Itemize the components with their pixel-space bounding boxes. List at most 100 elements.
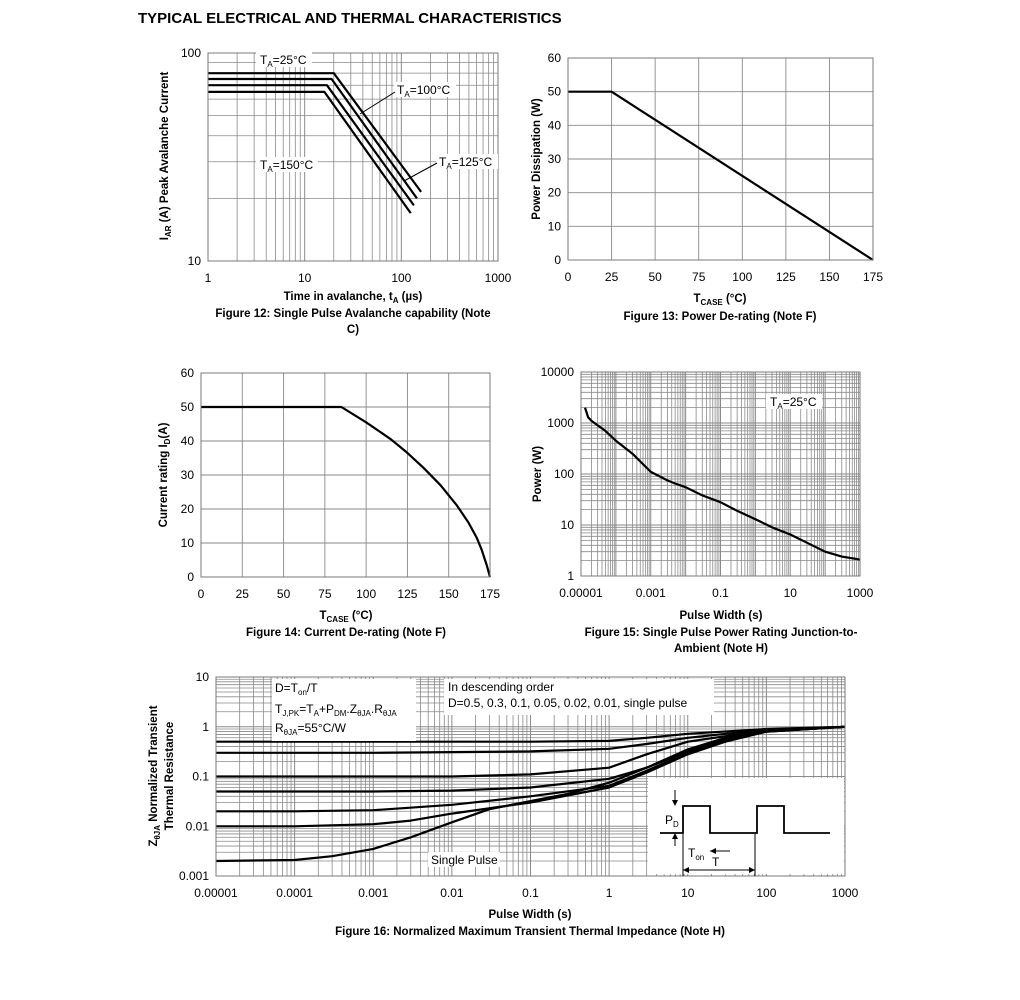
- figure-16: 0.00001 0.0001 0.001 0.01 0.1 1 10 100 1000 0.001…: [148, 670, 859, 938]
- fig15-x-tick-1: 0.001: [636, 586, 666, 600]
- fig16-x-tick-6: 10: [681, 886, 695, 900]
- figure-15: 0.00001 0.001 0.1 10 1000 1 10 100 1000 10000 TA=…: [532, 365, 874, 655]
- fig12-series-t-a-125-c: [208, 84, 415, 207]
- fig13-x-tick-5: 125: [776, 270, 796, 284]
- fig14-curves: [201, 405, 492, 578]
- fig14-y-tick-6: 60: [181, 366, 195, 380]
- svg-text:TA=125°C: TA=125°C: [439, 155, 493, 171]
- fig16-caption: Figure 16: Normalized Maximum Transient …: [335, 926, 725, 938]
- fig13-x-axis-label: TCASE (°C): [693, 293, 746, 307]
- fig12-label-ta100: TA=100°C: [359, 82, 456, 115]
- fig16-series-single-pulse: [215, 725, 846, 863]
- fig13-x-tick-2: 50: [648, 270, 662, 284]
- fig12-y-tick-0: 10: [188, 254, 202, 268]
- svg-text:Single Pulse: Single Pulse: [431, 853, 498, 867]
- fig16-x-axis-label: Pulse Width (s): [489, 909, 572, 921]
- figure-13: 0 25 50 75 100 125 150 175 0 10 20 30 40 50 60 Power D…: [531, 51, 883, 323]
- fig16-series-d-0-01: [216, 725, 846, 828]
- fig15-y-tick-1: 10: [561, 518, 575, 532]
- fig15-caption: Figure 15: Single Pulse Power Rating Jun…: [585, 627, 858, 639]
- fig16-single-pulse-label: Single Pulse: [428, 852, 500, 867]
- fig14-x-tick-5: 125: [397, 587, 417, 601]
- fig14-x-tick-3: 75: [318, 587, 332, 601]
- fig13-y-tick-1: 10: [548, 219, 562, 233]
- fig14-y-tick-1: 10: [181, 536, 195, 550]
- fig16-x-tick-3: 0.01: [440, 886, 464, 900]
- fig13-y-tick-0: 0: [554, 253, 561, 267]
- fig14-tick-labels: 0 25 50 75 100 125 150 175 0 10 20 30 40 50 60: [181, 366, 501, 601]
- fig14-x-tick-7: 175: [480, 587, 500, 601]
- fig12-label-ta25: TA=25°C: [256, 52, 312, 69]
- fig13-x-tick-0: 0: [565, 270, 572, 284]
- fig16-x-tick-1: 0.0001: [276, 886, 313, 900]
- fig16-x-tick-8: 1000: [832, 886, 859, 900]
- fig16-series-d-0-3: [216, 725, 846, 754]
- fig12-x-tick-1: 10: [298, 271, 312, 285]
- fig13-y-tick-5: 50: [548, 85, 562, 99]
- fig14-y-tick-0: 0: [187, 570, 194, 584]
- fig16-order-note: In descending order D=0.5, 0.3, 0.1, 0.0…: [444, 679, 714, 715]
- fig16-tick-labels: 0.00001 0.0001 0.001 0.01 0.1 1 10 100 1000 0.001…: [179, 670, 859, 900]
- svg-text:T: T: [712, 855, 720, 869]
- fig14-y-tick-2: 20: [181, 502, 195, 516]
- fig12-label-ta150: TA=150°C: [256, 157, 318, 174]
- fig16-y-tick-1: 0.01: [186, 819, 210, 833]
- fig12-y-axis-label: IAR (A) Peak Avalanche Current: [159, 72, 173, 241]
- fig14-grid: [200, 372, 491, 578]
- svg-text:TA=25°C: TA=25°C: [260, 53, 307, 69]
- fig16-x-tick-0: 0.00001: [194, 886, 238, 900]
- fig13-frame: [567, 57, 874, 261]
- fig15-x-tick-3: 10: [784, 586, 798, 600]
- fig16-frame: [215, 676, 846, 877]
- fig16-x-tick-5: 1: [606, 886, 613, 900]
- svg-text:D=0.5, 0.3, 0.1, 0.05, 0.02, 0: D=0.5, 0.3, 0.1, 0.05, 0.02, 0.01, singl…: [448, 696, 687, 710]
- fig14-caption: Figure 14: Current De-rating (Note F): [246, 627, 446, 639]
- fig16-curves: [215, 725, 846, 863]
- fig15-series-0: [583, 407, 861, 561]
- fig12-caption: Figure 12: Single Pulse Avalanche capabi…: [215, 308, 490, 320]
- fig16-y-tick-3: 1: [202, 720, 209, 734]
- fig14-x-tick-4: 100: [356, 587, 376, 601]
- fig12-caption-cont: C): [347, 324, 359, 336]
- fig16-series-d-0-05: [216, 725, 846, 793]
- fig13-x-tick-6: 150: [819, 270, 839, 284]
- fig15-curves: [583, 407, 861, 561]
- fig15-frame: [580, 371, 861, 577]
- fig12-curves: [208, 72, 422, 214]
- fig14-x-tick-6: 150: [439, 587, 459, 601]
- fig12-y-tick-1: 100: [181, 46, 201, 60]
- fig15-x-tick-4: 1000: [847, 586, 874, 600]
- fig12-label-ta125: TA=125°C: [403, 154, 498, 182]
- fig12-series-t-a-150-c: [208, 90, 412, 214]
- svg-text:In descending order: In descending order: [448, 680, 554, 694]
- fig14-y-tick-4: 40: [181, 434, 195, 448]
- fig15-label-ta25: TA=25°C: [766, 394, 822, 411]
- fig14-x-tick-1: 25: [236, 587, 250, 601]
- fig14-x-axis-label: TCASE (°C): [319, 610, 372, 624]
- fig15-y-tick-4: 10000: [541, 365, 575, 379]
- fig15-y-tick-2: 100: [554, 467, 574, 481]
- fig12-x-axis-label: Time in avalanche, tA (µs): [284, 291, 423, 305]
- fig13-y-tick-6: 60: [548, 51, 562, 65]
- fig16-y-axis-label-cont: Thermal Resistance: [164, 722, 176, 831]
- fig16-y-tick-4: 10: [196, 670, 210, 684]
- fig12-series-t-a-25-c: [208, 72, 422, 193]
- fig16-x-tick-7: 100: [756, 886, 776, 900]
- figure-14: 0 25 50 75 100 125 150 175 0 10 20 30 40 50 60 Current…: [158, 366, 500, 639]
- fig16-x-tick-4: 0.1: [522, 886, 539, 900]
- fig12-x-tick-3: 1000: [485, 271, 512, 285]
- fig16-pulse-inset: PD Ton T: [648, 778, 844, 876]
- fig12-x-tick-0: 1: [205, 271, 212, 285]
- fig15-y-axis-label: Power (W): [532, 446, 544, 502]
- svg-text:TA=25°C: TA=25°C: [770, 395, 817, 411]
- fig16-y-tick-2: 0.1: [192, 770, 209, 784]
- fig13-x-tick-3: 75: [692, 270, 706, 284]
- fig16-x-tick-2: 0.001: [358, 886, 388, 900]
- fig13-y-tick-2: 20: [548, 186, 562, 200]
- fig16-formula-box: D=Ton/T TJ,PK=TA+PDM.ZθJA.RθJA RθJA=55°C…: [272, 679, 416, 741]
- fig16-y-axis-label: ZθJA Normalized Transient: [148, 705, 162, 846]
- fig13-y-axis-label: Power Dissipation (W): [531, 98, 543, 220]
- fig14-y-tick-5: 50: [181, 400, 195, 414]
